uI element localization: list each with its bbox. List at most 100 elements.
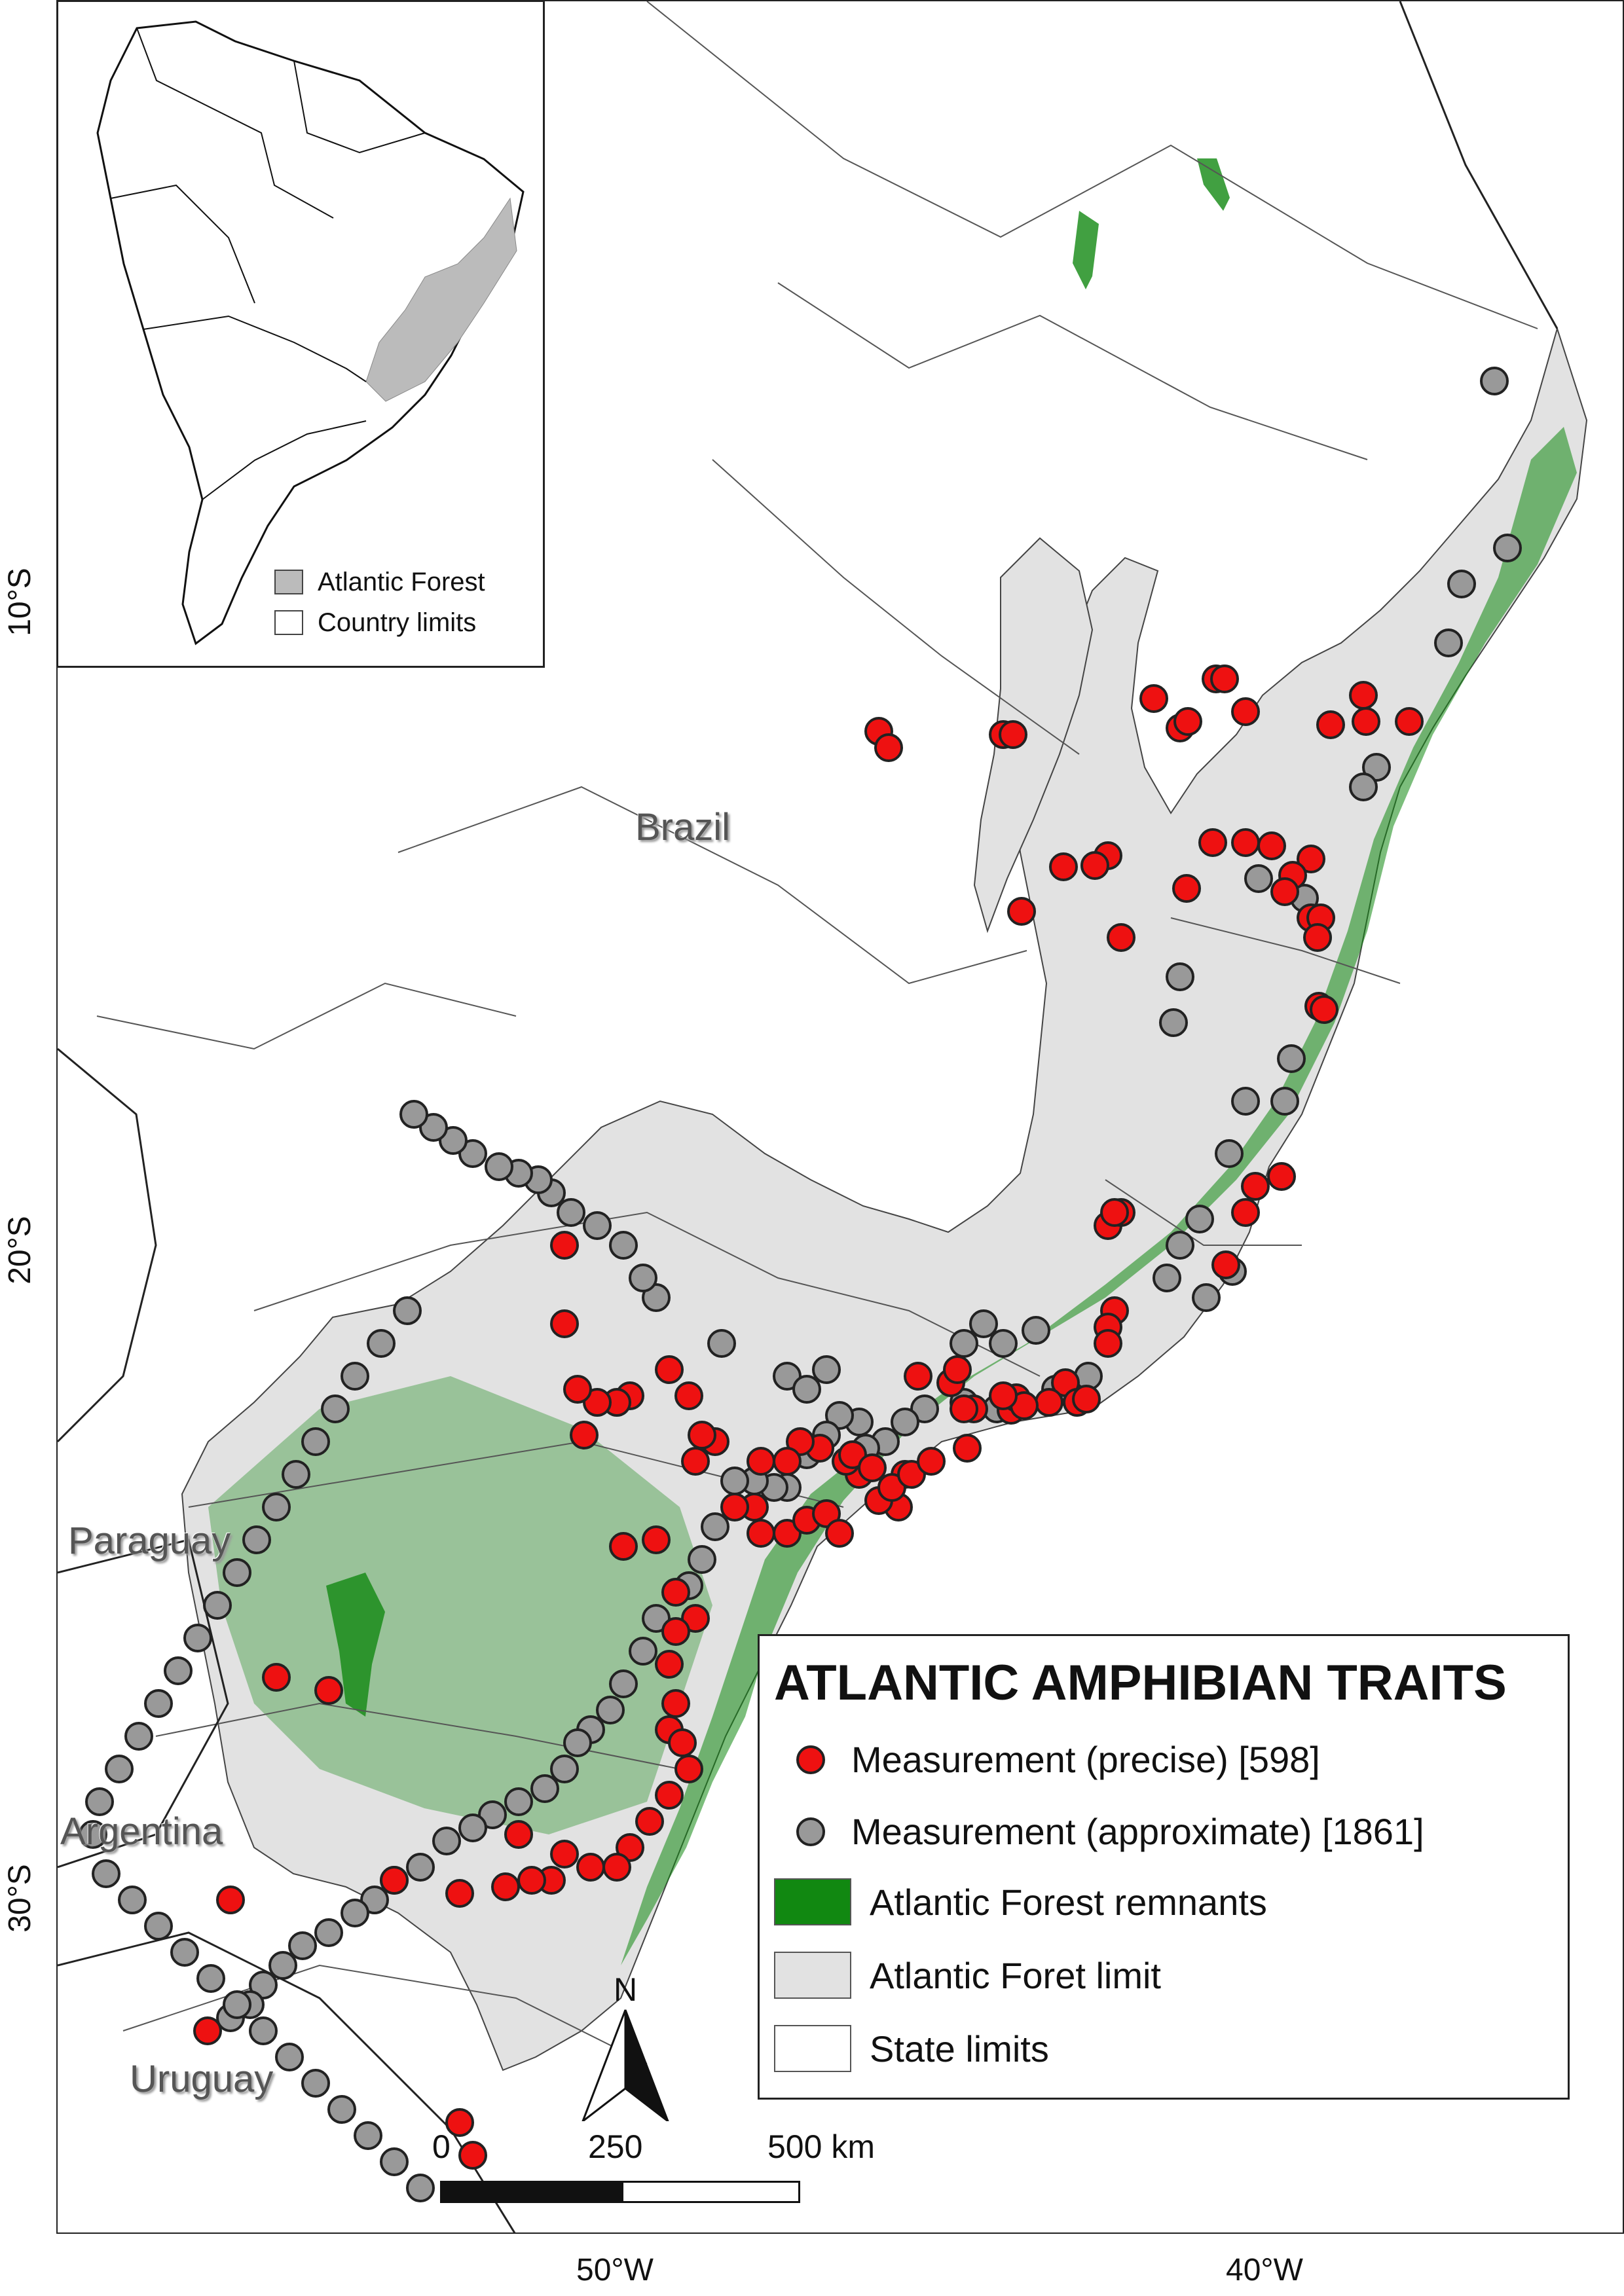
point-precise — [1270, 877, 1299, 906]
point-approximate — [79, 1820, 107, 1849]
map-canvas[interactable] — [58, 1, 1624, 2234]
point-approximate — [1166, 1231, 1194, 1260]
point-precise — [1297, 845, 1325, 873]
legend-label-state: State limits — [870, 2028, 1049, 2069]
point-precise — [216, 1886, 245, 1914]
point-approximate — [1434, 629, 1463, 657]
legend-label-precise: Measurement (precise) [598] — [851, 1739, 1320, 1780]
legend-label-remnants: Atlantic Forest remnants — [870, 1881, 1267, 1923]
north-arrow-icon — [581, 2009, 669, 2121]
point-approximate — [1277, 1044, 1306, 1073]
point-precise — [773, 1447, 802, 1476]
point-precise — [1198, 828, 1227, 857]
scale-label-0: 0 — [432, 2128, 451, 2165]
inset-continent-outline — [96, 20, 525, 646]
legend: ATLANTIC AMPHIBIAN TRAITS Measurement (p… — [758, 1634, 1570, 2100]
point-approximate — [164, 1656, 193, 1685]
point-precise — [904, 1362, 932, 1391]
point-approximate — [530, 1774, 559, 1803]
point-approximate — [203, 1591, 232, 1620]
point-approximate — [969, 1309, 998, 1338]
scale-label-500: 500 km — [767, 2128, 875, 2165]
point-precise — [314, 1676, 343, 1705]
point-approximate — [1159, 1008, 1188, 1037]
legend-swatch-state — [774, 2025, 851, 2072]
point-precise — [1210, 665, 1239, 693]
lat-tick-20s: 20°S — [2, 1216, 37, 1285]
point-approximate — [609, 1231, 638, 1260]
point-approximate — [419, 1113, 448, 1142]
lon-tick-50w: 50°W — [576, 2253, 654, 2287]
point-approximate — [485, 1152, 513, 1181]
point-approximate — [825, 1401, 854, 1430]
point-approximate — [504, 1787, 533, 1816]
point-precise — [917, 1447, 946, 1476]
atlantic-forest-limit-north — [973, 537, 1094, 934]
point-precise — [550, 1840, 579, 1868]
point-precise — [550, 1309, 579, 1338]
point-precise — [1395, 707, 1424, 736]
point-approximate — [1166, 962, 1194, 991]
point-precise — [655, 1355, 684, 1384]
point-precise — [262, 1663, 291, 1692]
point-approximate — [118, 1886, 147, 1914]
forest-remnants-north-2 — [1197, 158, 1230, 211]
point-approximate — [393, 1296, 422, 1325]
point-approximate — [1349, 773, 1378, 801]
point-precise — [838, 1440, 867, 1469]
point-precise — [720, 1493, 749, 1522]
point-approximate — [1480, 367, 1509, 395]
point-approximate — [92, 1859, 120, 1888]
point-precise — [681, 1604, 710, 1633]
point-approximate — [629, 1637, 657, 1666]
point-approximate — [478, 1800, 507, 1829]
point-precise — [747, 1519, 775, 1548]
legend-row-limit: Atlantic Foret limit — [774, 1952, 1161, 1999]
point-approximate — [360, 1886, 389, 1914]
point-approximate — [557, 1198, 585, 1227]
point-precise — [674, 1755, 703, 1783]
point-approximate — [170, 1938, 199, 1967]
point-approximate — [701, 1512, 729, 1541]
point-precise — [1007, 897, 1036, 926]
point-precise — [193, 2016, 222, 2045]
point-approximate — [288, 1931, 317, 1960]
point-approximate — [707, 1329, 736, 1358]
point-precise — [1231, 697, 1260, 726]
point-precise — [1211, 1250, 1240, 1279]
point-approximate — [629, 1264, 657, 1292]
point-precise — [1316, 710, 1345, 739]
point-precise — [897, 1460, 926, 1489]
point-approximate — [596, 1696, 625, 1724]
point-approximate — [223, 1558, 251, 1587]
point-approximate — [354, 2121, 382, 2150]
point-approximate — [439, 1126, 468, 1155]
point-approximate — [1447, 570, 1476, 598]
point-approximate — [583, 1211, 612, 1240]
country-label-uruguay: Uruguay — [130, 2058, 274, 2100]
point-approximate — [609, 1669, 638, 1698]
point-precise — [616, 1833, 644, 1862]
point-approximate — [341, 1899, 369, 1927]
point-approximate — [314, 1918, 343, 1947]
country-label-brazil: Brazil — [635, 806, 731, 848]
point-precise — [877, 1473, 906, 1502]
point-approximate — [406, 2174, 435, 2202]
point-precise — [1267, 1162, 1296, 1191]
point-precise — [491, 1872, 520, 1901]
point-precise — [943, 1355, 972, 1384]
point-precise — [1257, 831, 1286, 860]
point-approximate — [563, 1728, 592, 1757]
point-precise — [1107, 923, 1135, 952]
legend-swatch-limit — [774, 1952, 851, 1999]
point-approximate — [642, 1604, 671, 1633]
point-precise — [953, 1434, 982, 1463]
legend-row-approximate: Measurement (approximate) [1861] — [774, 1810, 1424, 1853]
legend-row-state: State limits — [774, 2025, 1049, 2072]
inset-legend-label: Country limits — [318, 608, 477, 637]
point-approximate — [792, 1375, 821, 1404]
point-precise — [874, 733, 903, 762]
forest-remnants-river — [326, 1573, 385, 1717]
point-precise — [445, 1879, 474, 1908]
inset-map: Atlantic Forest Country limits — [56, 0, 545, 668]
